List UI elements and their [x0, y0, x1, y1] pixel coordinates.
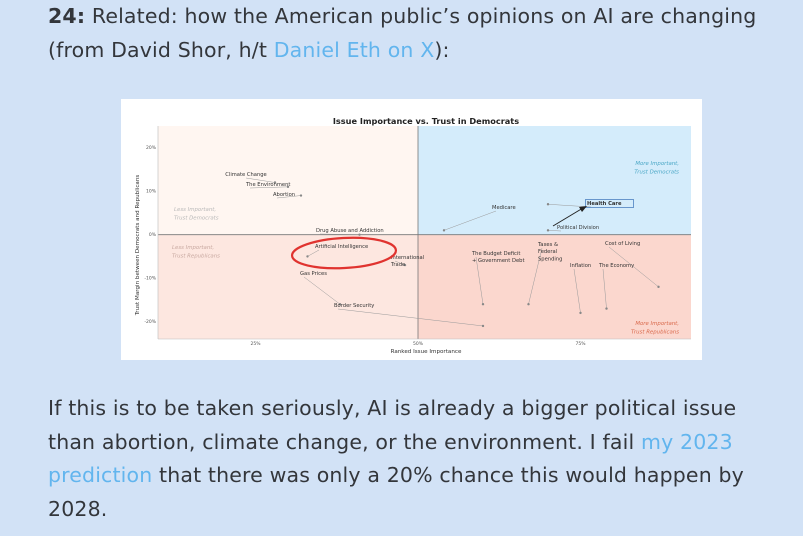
point-label-the-economy: The Economy	[598, 263, 634, 269]
point-border-security	[481, 324, 485, 328]
leader-line-international-trade	[394, 260, 406, 266]
scatter-chart: Issue Importance vs. Trust in Democrats …	[135, 116, 691, 355]
intro-paragraph: 24: Related: how the American public’s o…	[48, 0, 778, 67]
intro-end: ):	[434, 37, 450, 62]
point-cost-of-living	[657, 285, 660, 289]
leader-line-political-division	[547, 230, 562, 232]
leader-line-inflation	[573, 268, 581, 313]
point-label-international-trade: International Trade	[390, 255, 424, 268]
body-text-1: If this is to be taken seriously, AI is …	[48, 396, 737, 454]
point-label-border-security: Border Security	[334, 303, 374, 309]
point-label-political-division: Political Division	[557, 225, 599, 231]
point-label-cost-of-living: Cost of Living	[605, 241, 640, 247]
x-axis-label: Ranked Issue Importance	[391, 349, 462, 355]
point-gas-prices	[338, 303, 342, 306]
leader-line-border-security	[337, 308, 484, 327]
point-label-the-environment: The Environment	[245, 182, 290, 188]
point-international-trade	[403, 263, 407, 267]
leader-line-taxes-federal-spending	[528, 247, 543, 305]
leader-line-drug-abuse-and-addiction	[319, 233, 360, 235]
leader-line-the-economy	[602, 268, 607, 309]
prediction-link[interactable]: my 2023 prediction	[48, 429, 733, 488]
y-tick-label: -20%	[144, 319, 156, 325]
leader-line-gas-prices	[303, 276, 341, 305]
y-tick-label: 0%	[149, 232, 157, 238]
health-care-box	[585, 199, 634, 208]
point-label-drug-abuse-and-addiction: Drug Abuse and Addiction	[316, 228, 384, 234]
point-taxes-federal-spending	[527, 303, 530, 306]
chart-title: Issue Importance vs. Trust in Democrats	[333, 116, 519, 126]
point-climate-change	[273, 181, 277, 184]
point-the-environment	[286, 185, 290, 189]
y-tick-label: 20%	[146, 145, 157, 151]
quadrant-label-top-right: More Important, Trust Democrats	[634, 161, 679, 176]
quadrant-label-top-left: Less Important, Trust Democrats	[174, 207, 219, 222]
item-number: 24:	[48, 4, 86, 28]
point-label-health-care: Health Care	[587, 201, 622, 207]
point-drug-abuse-and-addiction	[358, 233, 361, 236]
point-artificial-intelligence	[306, 255, 309, 258]
leader-line-medicare	[443, 210, 497, 231]
x-tick-label: 75%	[575, 341, 586, 347]
chart-image: Issue Importance vs. Trust in Democrats …	[121, 99, 702, 360]
point-abortion	[299, 194, 303, 197]
point-label-abortion: Abortion	[273, 192, 295, 198]
point-medicare	[442, 229, 446, 232]
ai-highlight-circle	[290, 236, 398, 270]
health-care-arrowhead	[579, 206, 587, 212]
intro-text: Related: how the American public’s opini…	[48, 4, 757, 62]
daniel-eth-link[interactable]: Daniel Eth on X	[273, 37, 435, 62]
x-tick-label: 25%	[250, 341, 261, 347]
quadrant-more-important-trust-dem	[418, 126, 691, 235]
quadrant-more-important-trust-rep	[418, 234, 691, 339]
point-label-gas-prices: Gas Prices	[300, 271, 327, 277]
point-label-inflation: Inflation	[570, 263, 591, 269]
body-paragraph: If this is to be taken seriously, AI is …	[48, 392, 778, 526]
point-health-care	[546, 203, 550, 206]
point-inflation	[579, 311, 582, 315]
point-the-budget-deficit-government-debt	[481, 303, 485, 306]
leader-line-abortion	[276, 195, 302, 199]
point-political-division	[546, 229, 550, 232]
y-tick-label: -10%	[144, 276, 156, 282]
leader-line-artificial-intelligence	[307, 249, 320, 257]
point-label-taxes-federal-spending: Taxes & Federal Spending	[537, 242, 562, 262]
x-tick-label: 50%	[413, 341, 424, 347]
point-label-artificial-intelligence: Artificial Intelligence	[315, 244, 368, 250]
leader-line-climate-change	[245, 177, 276, 183]
y-tick-label: 10%	[146, 189, 157, 195]
point-label-climate-change: Climate Change	[225, 172, 266, 178]
leader-line-cost-of-living	[608, 246, 659, 288]
point-the-economy	[605, 307, 608, 310]
leader-line-the-budget-deficit-government-debt	[475, 256, 484, 305]
point-label-the-budget-deficit-government-debt: The Budget Deficit + Government Debt	[471, 251, 525, 264]
quadrant-less-important-trust-rep	[158, 234, 418, 339]
quadrant-less-important-trust-dem	[158, 126, 418, 235]
health-care-arrow	[552, 207, 584, 227]
body-text-2: that there was only a 20% chance this wo…	[48, 463, 744, 521]
leader-line-the-environment	[249, 186, 289, 189]
y-axis-label: Trust Margin between Democrats and Repub…	[135, 175, 141, 317]
point-label-medicare: Medicare	[492, 205, 516, 211]
quadrant-label-bottom-left: Less Important, Trust Republicans	[172, 245, 220, 260]
quadrant-label-bottom-right: More Important, Trust Republicans	[631, 321, 679, 336]
